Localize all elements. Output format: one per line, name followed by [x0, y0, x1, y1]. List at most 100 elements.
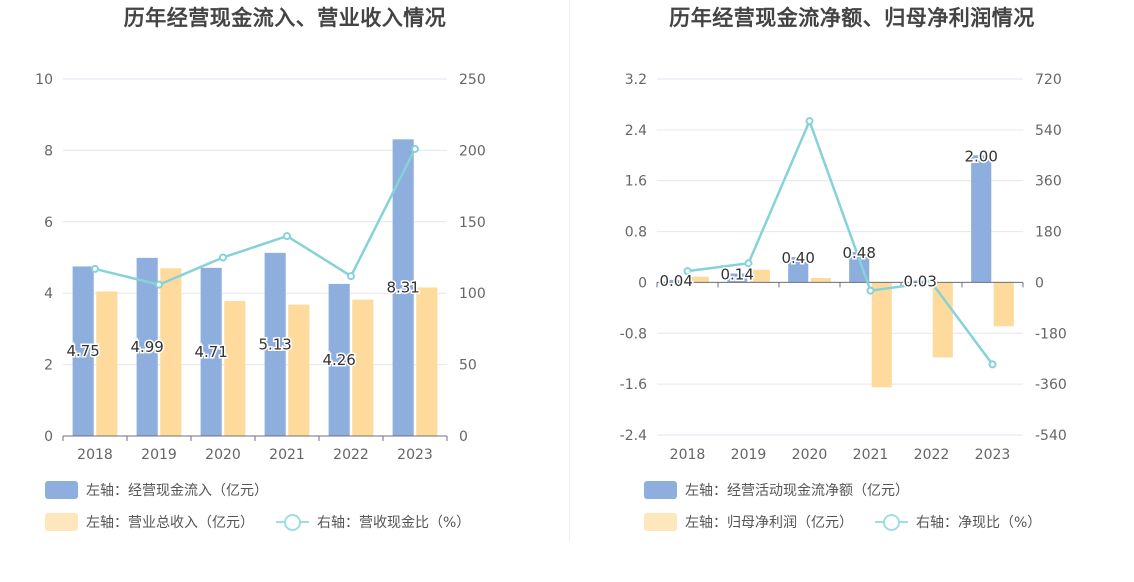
bar-secondary	[688, 276, 709, 283]
legend-line-marker-icon	[276, 513, 309, 531]
bar-value-label: 0.03	[904, 273, 937, 291]
bar-primary	[72, 266, 94, 436]
right-axis-tick-label: 200	[459, 143, 486, 159]
legend-swatch-orange	[45, 513, 78, 531]
x-axis-category-label: 2018	[77, 447, 113, 463]
x-axis-category-label: 2021	[853, 447, 889, 463]
legend-item-profit[interactable]: 左轴：归母净利润（亿元）	[644, 512, 853, 532]
left-axis-tick-label: 0	[638, 275, 647, 291]
x-axis-category-label: 2020	[205, 447, 241, 463]
right-axis-tick-label: 0	[459, 429, 468, 445]
right-axis-tick-label: 360	[1035, 174, 1062, 190]
bar-primary	[392, 139, 414, 436]
x-axis-category-label: 2023	[975, 447, 1011, 463]
ratio-point	[219, 253, 227, 262]
bar-primary	[727, 273, 748, 283]
bar-primary	[788, 257, 809, 283]
left-axis-tick-label: -1.6	[620, 377, 647, 393]
ratio-line	[687, 117, 994, 366]
legend-item-revenue[interactable]: 左轴：营业总收入（亿元）	[45, 512, 254, 532]
legend-line-marker-icon	[875, 513, 908, 531]
legend-row-1: 左轴：经营活动现金流净额（亿元）	[644, 480, 931, 500]
legend-row-1: 左轴：经营现金流入（亿元）	[45, 480, 290, 500]
bar-secondary	[993, 282, 1014, 327]
left-axis-tick-label: 6	[44, 215, 53, 231]
ratio-point	[744, 259, 753, 268]
legend-item-ratio[interactable]: 右轴：净现比（%）	[875, 512, 1041, 532]
x-axis-category-label: 2021	[269, 447, 305, 463]
ratio-point	[155, 280, 163, 289]
right-axis-tick-label: 540	[1035, 123, 1062, 139]
x-axis-category-label: 2018	[670, 447, 706, 463]
right-axis-tick-label: 100	[459, 286, 486, 302]
chart-title: 历年经营现金流入、营业收入情况	[123, 6, 447, 30]
bar-primary	[136, 257, 158, 436]
left-axis-tick-label: 0.8	[625, 225, 647, 241]
right-axis-tick-label: 250	[459, 72, 486, 88]
left-axis-tick-label: 2	[44, 358, 53, 374]
legend-label: 左轴：经营活动现金流净额（亿元）	[685, 483, 909, 499]
legend-row-2: 左轴：归母净利润（亿元） 右轴：净现比（%）	[644, 512, 1063, 532]
ratio-point	[283, 232, 291, 241]
legend-item-inflow[interactable]: 左轴：经营现金流入（亿元）	[45, 480, 268, 500]
ratio-line	[94, 148, 417, 286]
bar-secondary	[810, 277, 831, 283]
legend-item-ratio[interactable]: 右轴：营收现金比（%）	[276, 512, 470, 532]
bar-secondary	[224, 301, 246, 436]
bar-secondary	[871, 282, 892, 388]
chart-panel-netcash-profit: 历年经营现金流净额、归母净利润情况 3.2 2.4 1.6 0.8 0 -0.8 -1.6 -…	[570, 0, 1134, 582]
legend-label: 左轴：经营现金流入（亿元）	[86, 483, 268, 499]
right-axis-tick-label: 50	[459, 358, 477, 374]
ratio-point	[805, 117, 814, 126]
legend-swatch-blue	[644, 481, 677, 499]
bar-primary	[200, 267, 222, 436]
bar-value-label: 0.40	[782, 249, 815, 267]
bar-value-label: 4.71	[194, 343, 227, 361]
ratio-point	[411, 144, 419, 153]
right-axis-tick-label: -180	[1035, 326, 1067, 342]
left-axis-tick-label: 2.4	[625, 123, 647, 139]
ratio-point	[683, 267, 692, 276]
bar-secondary	[932, 282, 953, 358]
right-axis-tick-label: 720	[1035, 72, 1062, 88]
bar-value-label: 2.00	[965, 147, 998, 165]
right-axis-tick-label: 180	[1035, 225, 1062, 241]
bar-secondary	[160, 268, 182, 436]
ratio-point	[347, 272, 355, 281]
legend-swatch-blue	[45, 481, 78, 499]
left-axis-tick-label: -2.4	[620, 428, 647, 444]
bar-secondary	[96, 291, 118, 436]
bar-primary	[264, 252, 286, 436]
bar-secondary	[749, 269, 770, 283]
legend-label: 右轴：净现比（%）	[916, 515, 1042, 531]
x-axis-category-label: 2022	[914, 447, 950, 463]
bar-value-label: 4.26	[322, 351, 355, 369]
x-axis-category-label: 2020	[792, 447, 828, 463]
bar-primary	[328, 283, 350, 436]
left-axis-tick-label: 10	[35, 72, 53, 88]
legend-item-netcash[interactable]: 左轴：经营活动现金流净额（亿元）	[644, 480, 909, 500]
bar-value-label: 5.13	[258, 335, 291, 353]
bar-primary	[666, 279, 687, 283]
left-axis-tick-label: 0	[44, 429, 53, 445]
x-axis-category-label: 2022	[333, 447, 369, 463]
left-axis-tick-label: 3.2	[625, 72, 647, 88]
bar-value-label: 0.48	[843, 244, 876, 262]
bar-secondary	[416, 287, 438, 436]
ratio-point	[91, 264, 99, 273]
bar-primary	[971, 155, 992, 283]
bar-value-label: 0.14	[721, 266, 754, 284]
bar-secondary	[288, 304, 310, 436]
chart-panel-cashflow-revenue: 历年经营现金流入、营业收入情况 0 2 4 6 8 10 0 50 100 150 200 250 20…	[35, 6, 486, 532]
panel-divider	[569, 0, 570, 542]
legend-label: 左轴：营业总收入（亿元）	[86, 515, 254, 531]
bar-value-label: 4.99	[130, 338, 163, 356]
ratio-point	[866, 286, 875, 295]
bar-value-label: 8.31	[386, 279, 419, 297]
legend-label: 左轴：归母净利润（亿元）	[685, 515, 853, 531]
bar-secondary	[352, 299, 374, 436]
bar-primary	[910, 280, 931, 283]
bar-value-label: 0.04	[660, 272, 693, 290]
x-axis-category-label: 2019	[141, 447, 177, 463]
